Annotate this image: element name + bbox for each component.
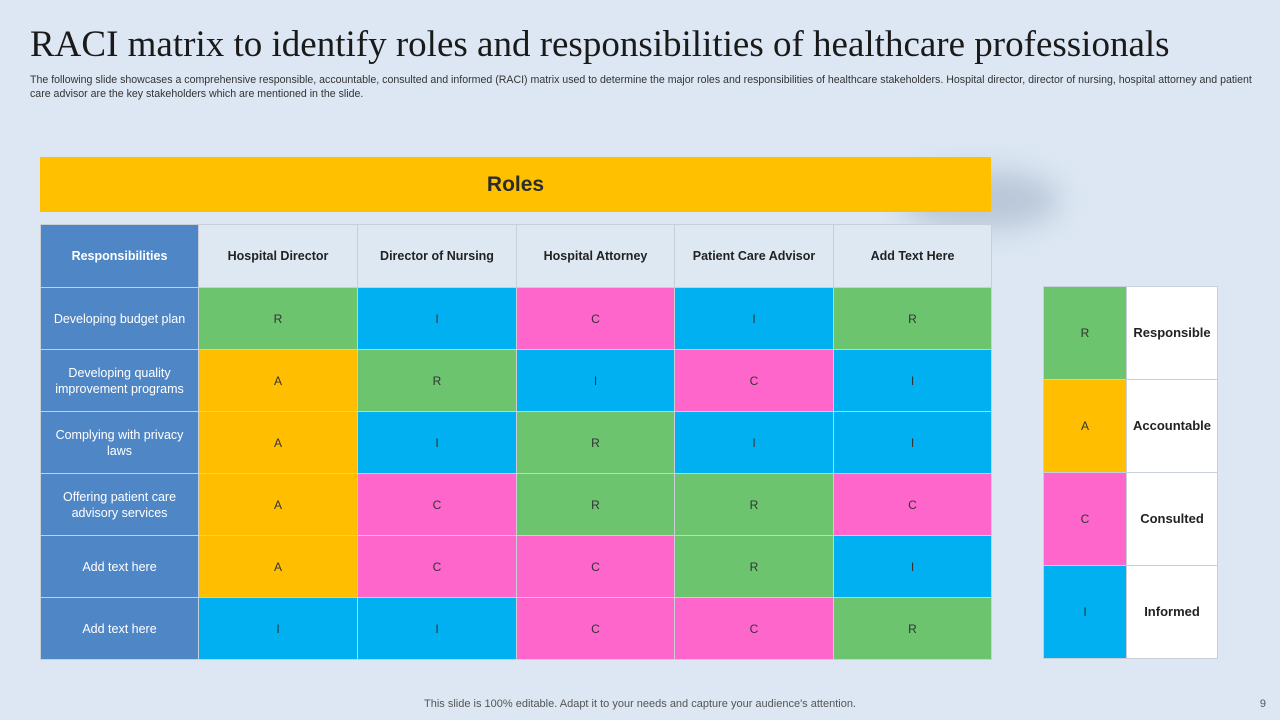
- raci-cell: C: [516, 597, 675, 660]
- legend-meaning: Informed: [1126, 565, 1218, 659]
- table-row: Developing budget plan R I C I R: [40, 287, 992, 350]
- raci-cell: R: [674, 473, 834, 536]
- raci-cell: C: [674, 349, 834, 412]
- raci-cell: I: [198, 597, 358, 660]
- column-header: Hospital Director: [198, 224, 358, 288]
- roles-banner: Roles: [40, 157, 991, 212]
- slide-subtitle: The following slide showcases a comprehe…: [30, 74, 1252, 100]
- raci-cell: C: [516, 287, 675, 350]
- page-number: 9: [1259, 698, 1266, 710]
- raci-cell: C: [674, 597, 834, 660]
- raci-cell: R: [516, 411, 675, 474]
- table-row: Complying with privacy laws A I R I I: [40, 411, 992, 474]
- table-row: Add text here I I C C R: [40, 597, 992, 660]
- roles-banner-label: Roles: [486, 172, 545, 196]
- raci-cell: I: [516, 349, 675, 412]
- raci-cell: A: [198, 411, 358, 474]
- row-header: Offering patient care advisory services: [40, 473, 199, 536]
- column-header: Hospital Attorney: [516, 224, 675, 288]
- row-header: Complying with privacy laws: [40, 411, 199, 474]
- raci-cell: R: [833, 287, 992, 350]
- raci-cell: A: [198, 535, 358, 598]
- raci-cell: C: [516, 535, 675, 598]
- raci-cell: A: [198, 349, 358, 412]
- raci-cell: C: [833, 473, 992, 536]
- table-row: Developing quality improvement programs …: [40, 349, 992, 412]
- raci-cell: R: [198, 287, 358, 350]
- raci-cell: I: [357, 411, 517, 474]
- raci-cell: R: [833, 597, 992, 660]
- legend-row: I Informed: [1043, 565, 1218, 659]
- raci-cell: C: [357, 473, 517, 536]
- raci-cell: R: [674, 535, 834, 598]
- raci-cell: A: [198, 473, 358, 536]
- legend-code: A: [1043, 379, 1127, 473]
- column-header: Director of Nursing: [357, 224, 517, 288]
- legend-row: R Responsible: [1043, 286, 1218, 380]
- legend-code: C: [1043, 472, 1127, 566]
- raci-cell: I: [357, 287, 517, 350]
- legend-row: A Accountable: [1043, 379, 1218, 473]
- raci-cell: I: [833, 349, 992, 412]
- legend-code: I: [1043, 565, 1127, 659]
- table-row: Offering patient care advisory services …: [40, 473, 992, 536]
- raci-cell: I: [357, 597, 517, 660]
- column-header: Add Text Here: [833, 224, 992, 288]
- row-header: Add text here: [40, 597, 199, 660]
- raci-cell: I: [674, 287, 834, 350]
- column-header: Patient Care Advisor: [674, 224, 834, 288]
- row-header: Add text here: [40, 535, 199, 598]
- raci-cell: I: [833, 535, 992, 598]
- legend-row: C Consulted: [1043, 472, 1218, 566]
- legend-meaning: Accountable: [1126, 379, 1218, 473]
- row-header: Developing budget plan: [40, 287, 199, 350]
- raci-cell: I: [833, 411, 992, 474]
- legend-meaning: Responsible: [1126, 286, 1218, 380]
- raci-cell: I: [674, 411, 834, 474]
- legend-code: R: [1043, 286, 1127, 380]
- row-header: Developing quality improvement programs: [40, 349, 199, 412]
- raci-cell: R: [357, 349, 517, 412]
- raci-legend: R Responsible A Accountable C Consulted …: [1043, 286, 1218, 659]
- raci-cell: R: [516, 473, 675, 536]
- table-row: Add text here A C C R I: [40, 535, 992, 598]
- matrix-header-row: Responsibilities Hospital Director Direc…: [40, 224, 992, 288]
- raci-matrix: Responsibilities Hospital Director Direc…: [40, 224, 992, 660]
- raci-cell: C: [357, 535, 517, 598]
- legend-meaning: Consulted: [1126, 472, 1218, 566]
- footer-note: This slide is 100% editable. Adapt it to…: [424, 698, 856, 710]
- slide-title: RACI matrix to identify roles and respon…: [30, 24, 1170, 65]
- responsibilities-header: Responsibilities: [40, 224, 199, 288]
